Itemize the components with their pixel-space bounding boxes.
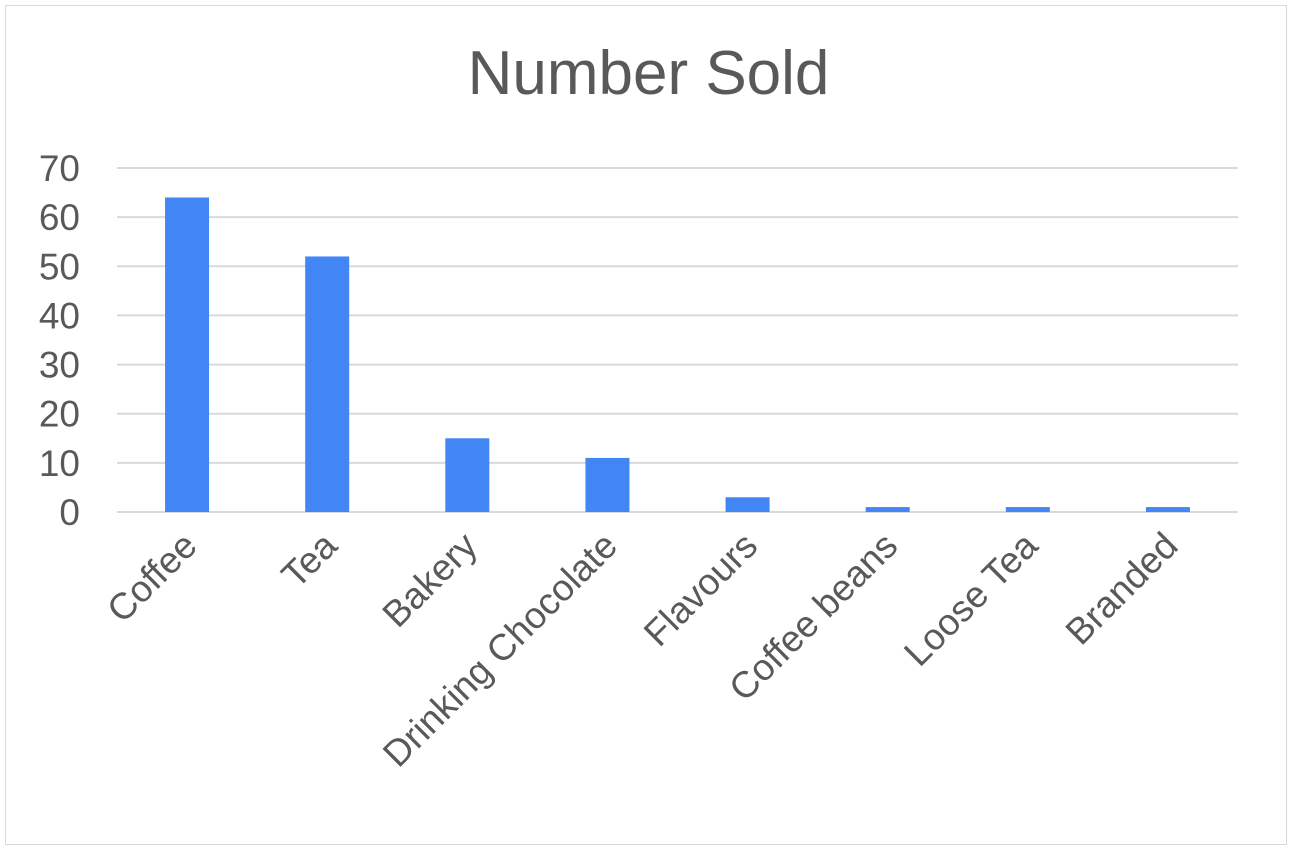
bar-coffee xyxy=(165,197,210,512)
bar-branded xyxy=(1145,507,1190,512)
y-tick-label: 70 xyxy=(39,148,80,189)
bar-flavours xyxy=(725,497,770,512)
y-tick-label: 60 xyxy=(39,197,80,238)
y-tick-label: 20 xyxy=(39,394,80,435)
chart-title: Number Sold xyxy=(467,39,830,108)
bars xyxy=(165,197,1190,512)
bar-coffee-beans xyxy=(865,507,910,512)
x-tick-label: Flavours xyxy=(636,525,765,654)
y-tick-label: 0 xyxy=(59,492,80,533)
bar-drinking-chocolate xyxy=(585,457,630,512)
y-tick-label: 10 xyxy=(39,443,80,484)
x-tick-label: Coffee xyxy=(99,525,205,631)
x-tick-label: Loose Tea xyxy=(896,524,1046,674)
x-tick-label: Bakery xyxy=(375,524,486,635)
y-axis-tick-labels: 0 10 20 30 40 50 60 70 xyxy=(39,148,80,533)
y-tick-label: 30 xyxy=(39,345,80,386)
chart-frame xyxy=(5,5,1287,845)
x-tick-label: Branded xyxy=(1058,525,1186,653)
gridlines xyxy=(117,167,1238,513)
bar-tea xyxy=(305,256,350,512)
x-tick-label: Drinking Chocolate xyxy=(375,525,625,775)
bar-loose-tea xyxy=(1005,507,1050,512)
y-tick-label: 40 xyxy=(39,295,80,336)
y-tick-label: 50 xyxy=(39,246,80,287)
bar-bakery xyxy=(445,438,490,512)
x-tick-label: Tea xyxy=(274,524,345,595)
